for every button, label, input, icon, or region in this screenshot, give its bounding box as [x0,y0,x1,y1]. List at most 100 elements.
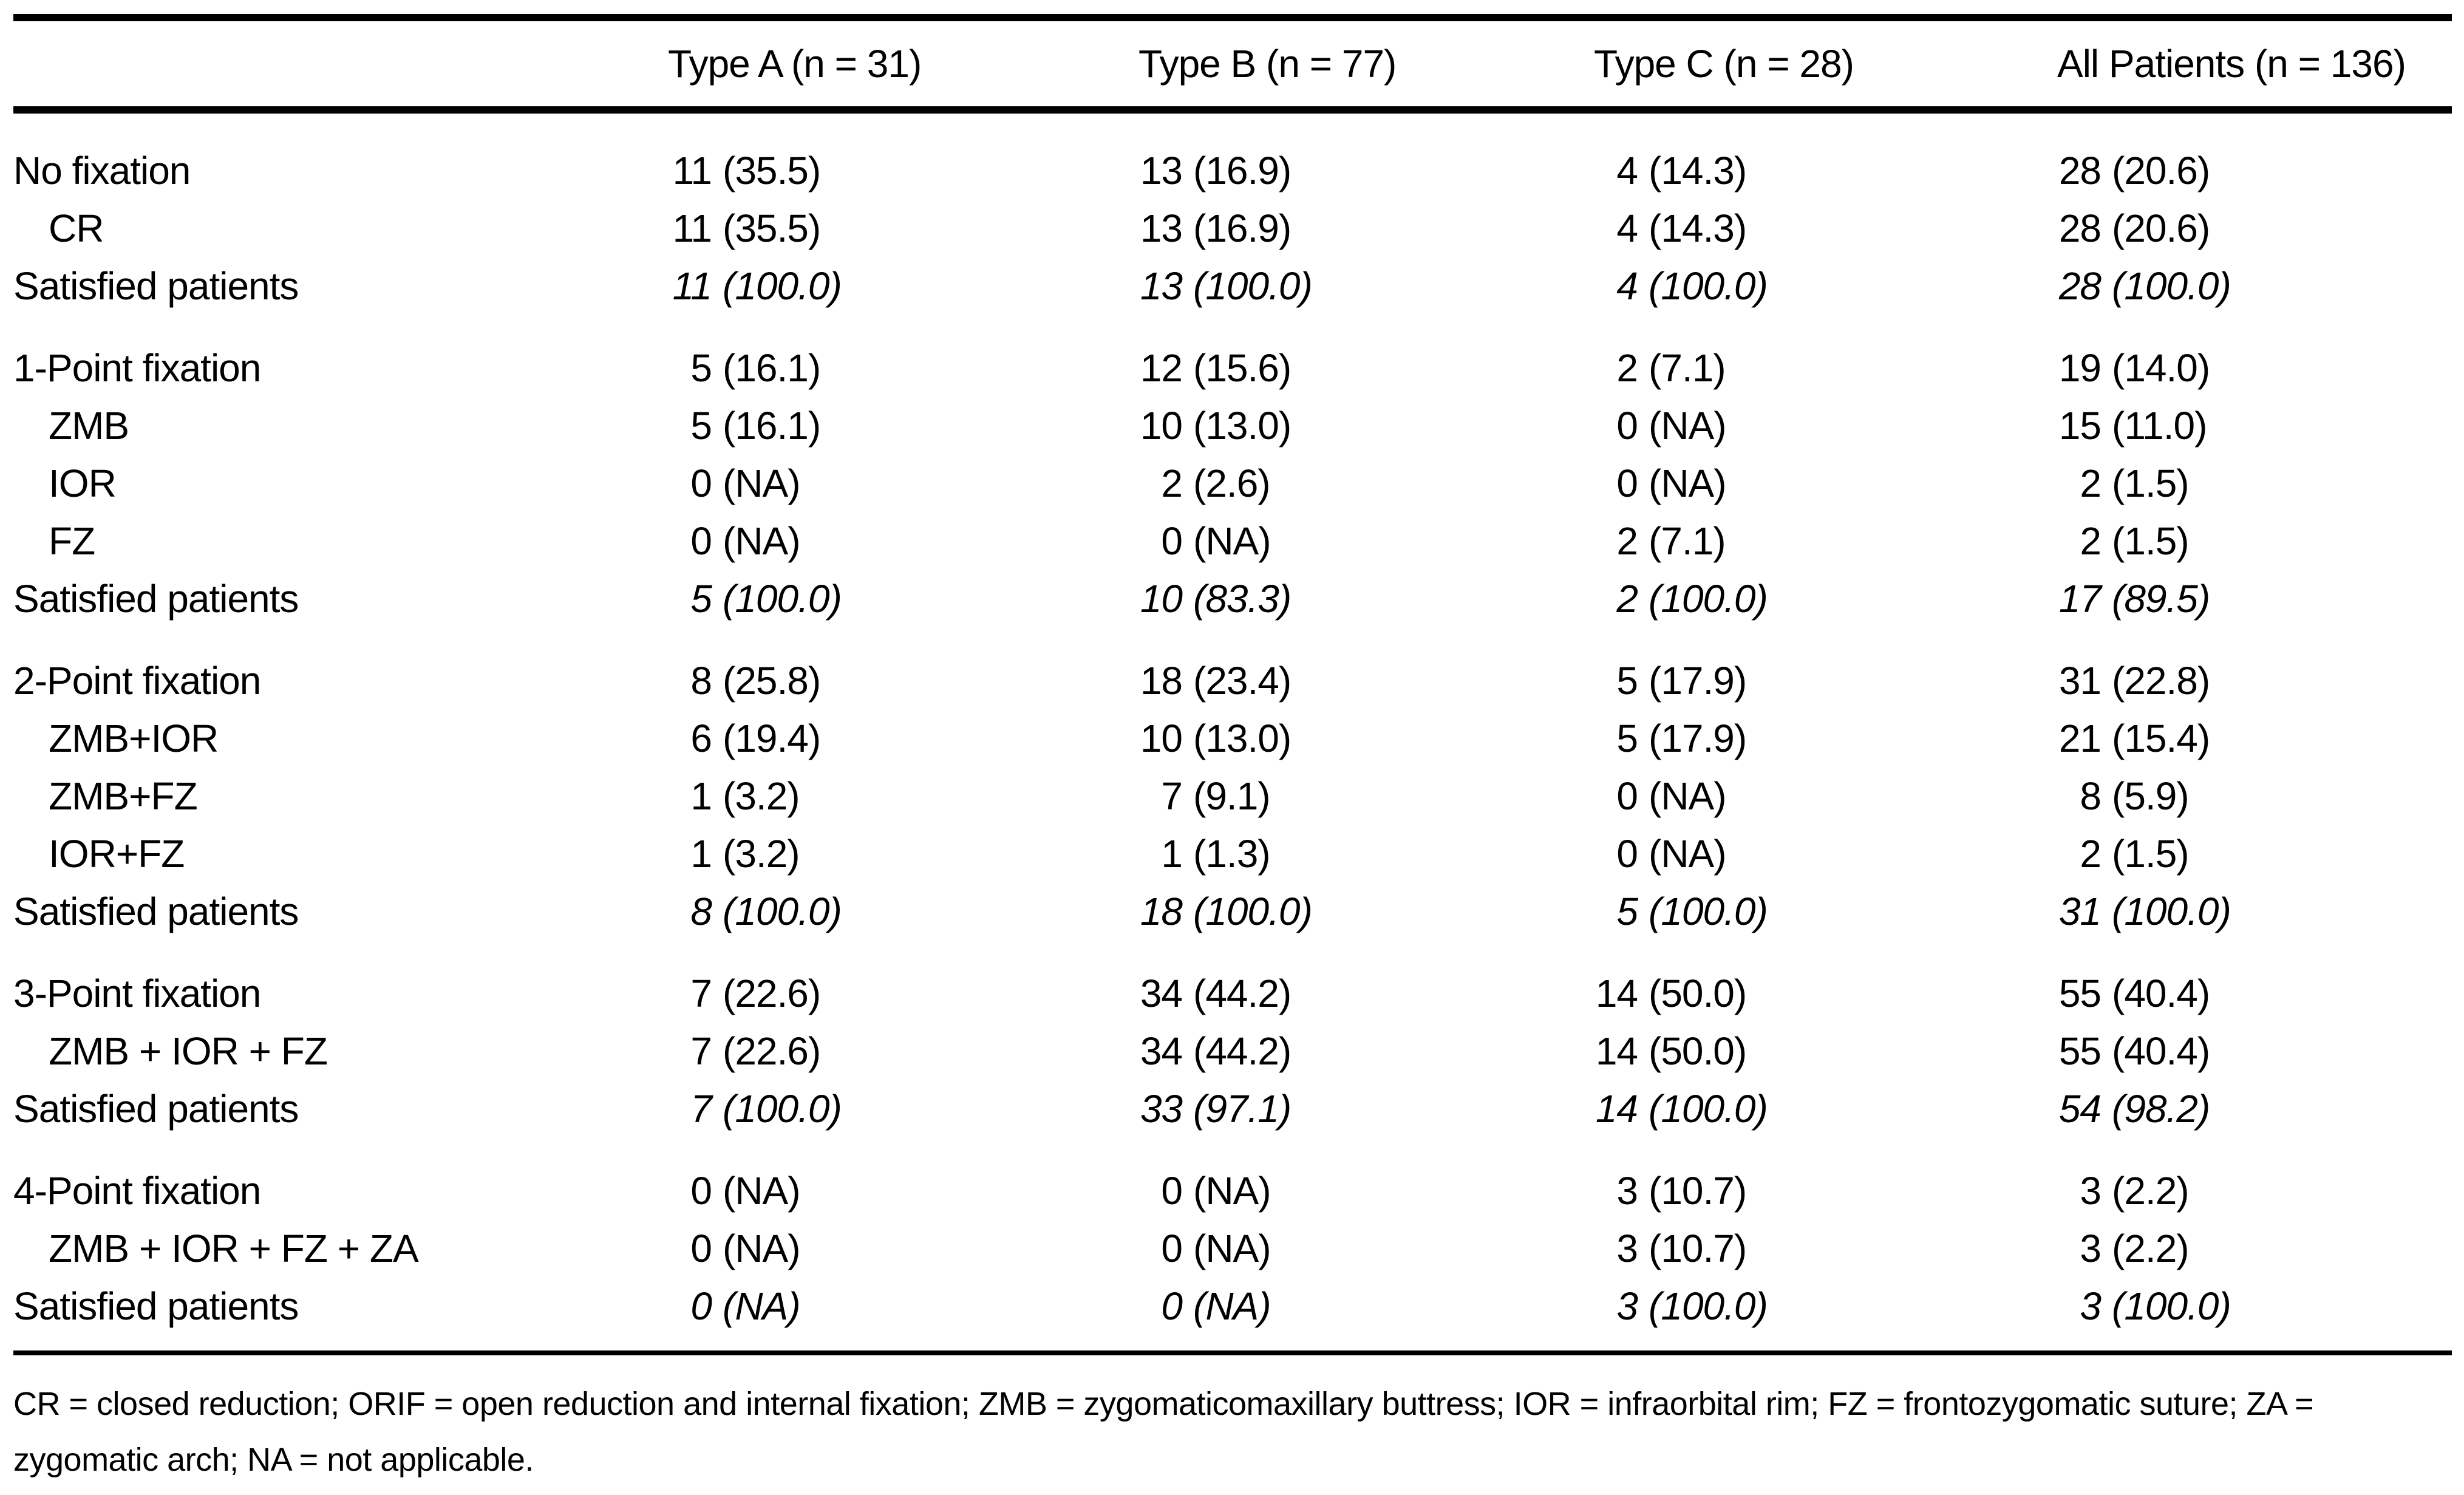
count: 13 [1140,206,1183,250]
table-row-satisfied: Satisfied patients 0 (NA) 0 (NA) 3 (100.0) … [13,1277,2452,1335]
count: 5 [690,576,712,621]
count: 8 [690,658,712,703]
table-row: ZMB + IOR + FZ + ZA 0 (NA) 0 (NA) 3 (10.7) … [13,1219,2452,1277]
cell-type-a: 8 (25.8) [668,658,1138,703]
count: 54 [2058,1086,2102,1131]
cell-type-a: 11 (35.5) [668,206,1138,251]
count: 2 [2080,461,2102,505]
cell-type-c: 14 (50.0) [1594,1029,2057,1074]
count: 11 [672,206,712,250]
cell-all-patients: 21 (15.4) [2057,716,2452,761]
section-2-point-fixation: 2-Point fixation 8 (25.8) 18 (23.4) 5 (17.9… [13,652,2452,940]
cell-type-c: 14 (50.0) [1594,971,2057,1016]
row-label: 2-Point fixation [13,658,261,703]
row-label: Satisfied patients [13,576,299,621]
row-label: CR [49,206,104,250]
cell-type-b: 1 (1.3) [1138,831,1594,876]
cell-type-c: 0 (NA) [1594,831,2057,876]
cell-type-a: 5 (16.1) [668,403,1138,448]
count: 0 [1616,831,1638,876]
cell-type-c: 4 (14.3) [1594,206,2057,251]
table-row: IOR+FZ 1 (3.2) 1 (1.3) 0 (NA) 2 (1.5) [13,825,2452,882]
cell-type-b: 13 (16.9) [1138,206,1594,251]
count: 3 [1616,1284,1638,1328]
pct: (NA) [1193,1284,1271,1328]
cell-type-b: 34 (44.2) [1138,1029,1594,1074]
row-label: ZMB + IOR + FZ [49,1029,328,1073]
cell-all-patients: 28 (20.6) [2057,148,2452,193]
pct: (100.0) [2112,889,2231,933]
cell-type-a: 1 (3.2) [668,774,1138,819]
cell-type-b: 0 (NA) [1138,519,1594,564]
pct: (NA) [1649,461,1727,505]
count: 0 [690,461,712,505]
pct: (13.0) [1193,403,1292,448]
pct: (1.5) [2112,519,2190,563]
count: 1 [1161,831,1183,876]
count: 13 [1140,264,1183,308]
pct: (20.6) [2112,206,2210,250]
count: 0 [1161,519,1183,563]
cell-type-b: 0 (NA) [1138,1168,1594,1213]
row-label: IOR [49,461,117,505]
cell-type-a: 0 (NA) [668,1226,1138,1271]
section-3-point-fixation: 3-Point fixation 7 (22.6) 34 (44.2) 14 (50.… [13,964,2452,1137]
cell-type-a: 11 (100.0) [668,264,1138,308]
row-label: 4-Point fixation [13,1168,261,1213]
pct: (35.5) [723,206,821,250]
pct: (NA) [1193,519,1271,563]
pct: (7.1) [1649,346,1726,390]
table-row: FZ 0 (NA) 0 (NA) 2 (7.1) 2 (1.5) [13,512,2452,570]
count: 4 [1616,206,1638,250]
pct: (100.0) [2112,1284,2231,1328]
table-row: 1-Point fixation 5 (16.1) 12 (15.6) 2 (7.1)… [13,339,2452,397]
cell-type-c: 3 (100.0) [1594,1284,2057,1329]
pct: (100.0) [1649,264,1768,308]
cell-all-patients: 31 (100.0) [2057,889,2452,934]
count: 21 [2058,716,2102,760]
pct: (22.6) [723,1029,821,1073]
count: 3 [2080,1284,2102,1328]
count: 15 [2058,403,2102,448]
pct: (2.2) [2112,1168,2190,1213]
count: 0 [1616,774,1638,818]
count: 0 [1161,1226,1183,1270]
count: 2 [2080,831,2102,876]
cell-type-a: 5 (16.1) [668,346,1138,390]
pct: (15.4) [2112,716,2210,760]
header-type-b: Type B (n = 77) [1138,42,1397,86]
pct: (16.1) [723,403,821,448]
pct: (11.0) [2112,403,2207,448]
pct: (100.0) [723,576,842,621]
row-label: Satisfied patients [13,889,299,933]
cell-type-a: 5 (100.0) [668,576,1138,621]
pct: (10.7) [1649,1226,1747,1270]
pct: (NA) [1649,403,1727,448]
pct: (44.2) [1193,971,1292,1015]
cell-all-patients: 3 (2.2) [2057,1168,2452,1213]
pct: (100.0) [723,1086,842,1131]
cell-type-b: 13 (100.0) [1138,264,1594,308]
count: 28 [2058,148,2102,192]
row-label: Satisfied patients [13,1284,299,1328]
count: 5 [1616,889,1638,933]
pct: (3.2) [723,774,800,818]
count: 1 [690,774,712,818]
pct: (2.2) [2112,1226,2190,1270]
count: 5 [690,403,712,448]
count: 3 [1616,1226,1638,1270]
count: 7 [690,1029,712,1073]
count: 12 [1140,346,1183,390]
cell-all-patients: 3 (100.0) [2057,1284,2452,1329]
cell-type-c: 0 (NA) [1594,461,2057,506]
count: 19 [2058,346,2102,390]
row-label: Satisfied patients [13,1086,299,1131]
cell-all-patients: 8 (5.9) [2057,774,2452,819]
pct: (9.1) [1193,774,1271,818]
count: 10 [1140,403,1183,448]
cell-type-c: 4 (14.3) [1594,148,2057,193]
cell-type-c: 2 (7.1) [1594,519,2057,564]
cell-type-b: 10 (13.0) [1138,403,1594,448]
cell-type-a: 0 (NA) [668,1284,1138,1329]
